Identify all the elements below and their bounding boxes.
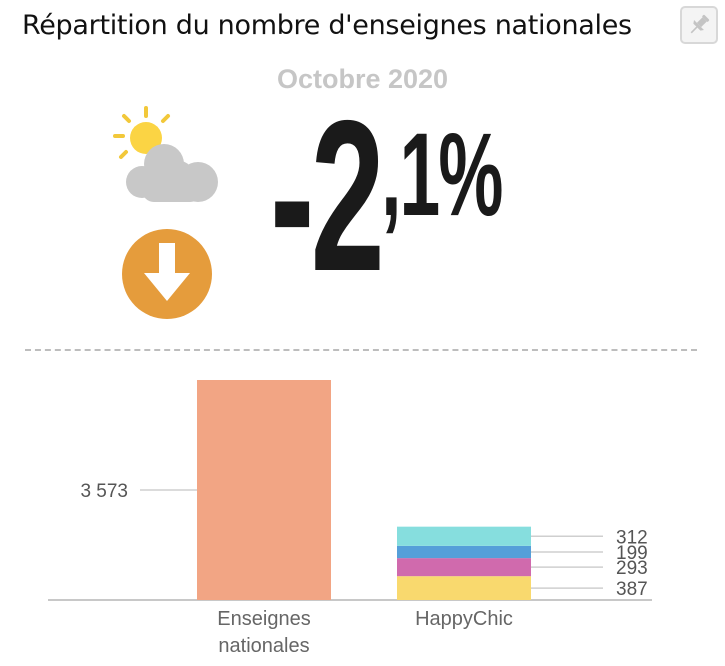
data-label: 387	[616, 579, 648, 600]
pin-icon	[690, 14, 710, 34]
x-tick-label: Enseignes	[217, 608, 310, 630]
bar-segment	[397, 576, 531, 600]
arrow-down-circle-icon	[122, 229, 212, 324]
data-label: 3 573	[80, 481, 128, 502]
change-integer: -2	[270, 75, 385, 316]
change-decimal: ,1%	[381, 109, 503, 241]
chart-title: Répartition du nombre d'enseignes nation…	[22, 10, 632, 41]
bar-segment	[397, 526, 531, 546]
bar-segment	[197, 380, 331, 600]
bar-segment	[397, 545, 531, 559]
period-label: Octobre 2020	[276, 64, 449, 94]
sun-behind-cloud-icon	[106, 102, 226, 211]
change-value: -2,1%	[270, 88, 503, 303]
data-label: 312	[616, 527, 648, 548]
x-tick-label: HappyChic	[415, 608, 513, 630]
bar-segment	[397, 558, 531, 577]
divider	[25, 349, 697, 351]
x-tick-label: nationales	[218, 635, 309, 657]
pin-button[interactable]	[680, 6, 718, 44]
data-label: 199	[616, 543, 648, 564]
data-label: 293	[616, 558, 648, 579]
